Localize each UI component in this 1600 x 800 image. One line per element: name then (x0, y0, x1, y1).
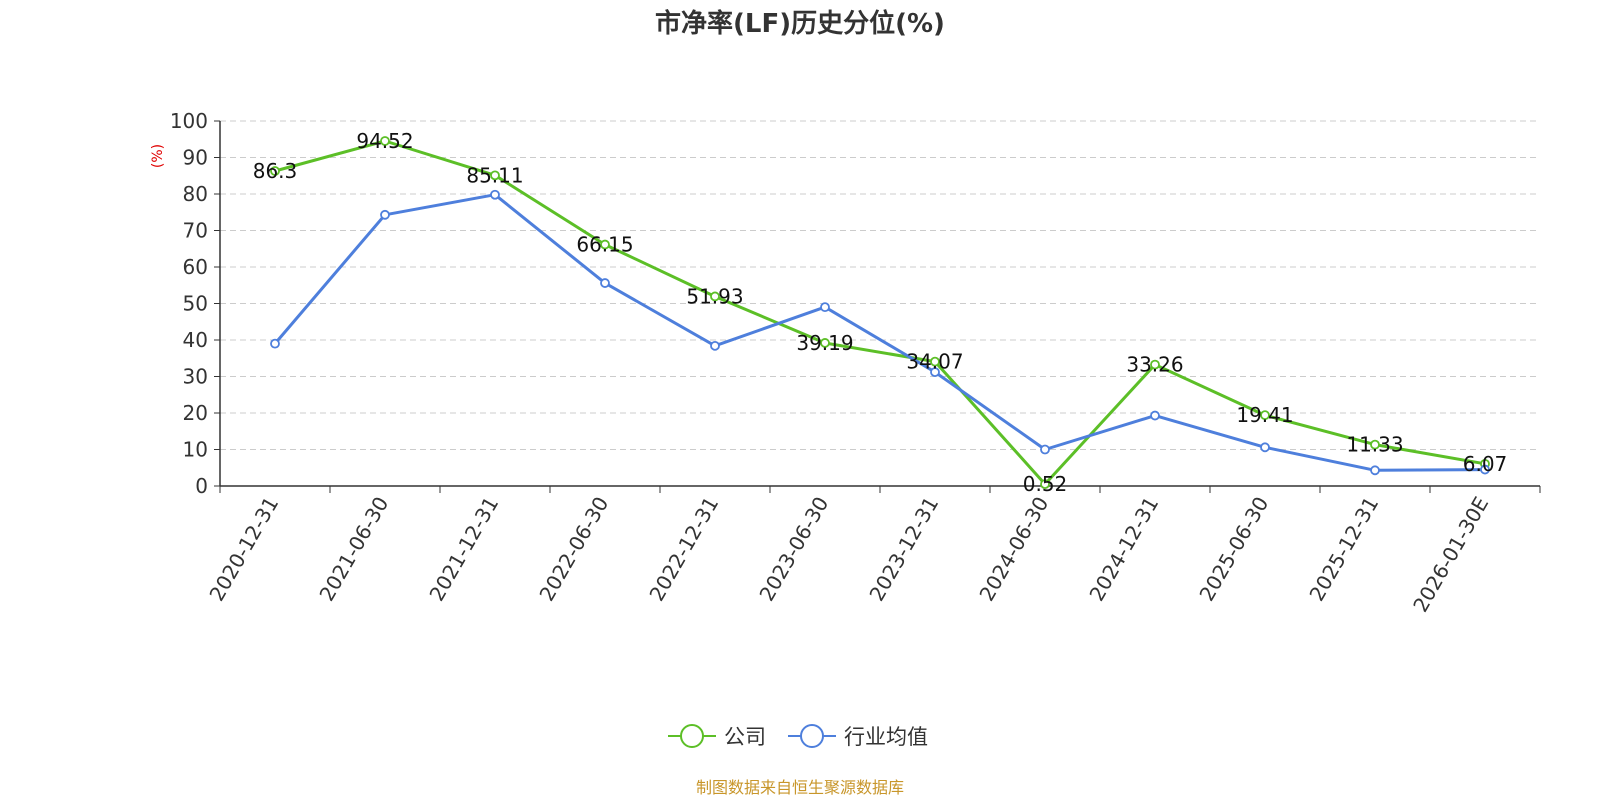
data-point[interactable] (710, 291, 720, 302)
data-point[interactable] (1260, 442, 1270, 453)
x-tick-label: 2025-06-30 (1194, 493, 1273, 606)
data-labels: 86.3 94.52 85.11 66.15 51.93 39.19 34.07 0.52 33… (253, 129, 1508, 496)
x-tick-label: 2025-12-31 (1304, 493, 1383, 606)
data-point[interactable] (1370, 465, 1380, 476)
x-tick-label: 2022-06-30 (534, 493, 613, 606)
legend-swatch-marker (800, 724, 824, 748)
y-tick-label: 10 (183, 438, 208, 462)
legend-item[interactable]: 行业均值 (788, 724, 928, 749)
data-point[interactable] (1040, 444, 1050, 455)
data-point[interactable] (490, 189, 500, 200)
data-point[interactable] (270, 338, 280, 349)
y-axis-unit: (%) (150, 144, 166, 168)
data-label: 11.33 (1346, 433, 1403, 457)
data-label: 19.41 (1236, 403, 1293, 427)
series-layer (270, 136, 1490, 490)
x-tick-label: 2021-06-30 (314, 493, 393, 606)
data-label: 34.07 (906, 350, 963, 374)
data-label: 51.93 (686, 284, 743, 308)
y-tick-label: 70 (183, 219, 208, 243)
legend-label: 行业均值 (844, 725, 928, 749)
y-tick-label: 60 (183, 255, 208, 279)
y-tick-label: 0 (195, 474, 208, 498)
data-point[interactable] (820, 302, 830, 313)
data-point[interactable] (380, 136, 390, 146)
grid-lines (220, 120, 1540, 450)
data-label: 33.26 (1126, 353, 1183, 377)
data-point[interactable] (820, 338, 830, 348)
x-tick-label: 2023-12-31 (864, 493, 943, 606)
legend-swatch-marker (680, 724, 704, 748)
y-tick-label: 90 (183, 146, 208, 170)
data-point[interactable] (600, 239, 610, 250)
y-tick-label: 80 (183, 182, 208, 206)
data-point[interactable] (1480, 464, 1490, 475)
data-point[interactable] (1150, 410, 1160, 421)
data-point[interactable] (1150, 359, 1160, 370)
x-tick-label: 2026-01-30E (1408, 493, 1493, 617)
series-line (274, 139, 1486, 486)
data-point[interactable] (490, 170, 500, 181)
data-point[interactable] (380, 209, 390, 220)
data-label: 66.15 (576, 233, 633, 257)
data-point[interactable] (1370, 439, 1380, 450)
data-point[interactable] (1040, 479, 1050, 490)
data-point[interactable] (270, 166, 280, 176)
series-1 (270, 136, 1490, 490)
data-point[interactable] (1260, 410, 1270, 421)
x-tick-label: 2021-12-31 (424, 493, 503, 606)
source-note: 制图数据来自恒生聚源数据库 (696, 778, 904, 797)
y-tick-label: 20 (183, 401, 208, 425)
series-line (273, 193, 1486, 472)
legend-item[interactable]: 公司 (668, 724, 766, 749)
y-tick-label: 40 (183, 328, 208, 352)
x-tick-label: 2024-06-30 (974, 493, 1053, 606)
data-label: 94.52 (356, 129, 413, 153)
data-label: 39.19 (796, 331, 853, 355)
y-tick-label: 50 (183, 292, 208, 316)
y-axis-ticks: 0 10 20 30 40 50 60 70 80 90 100 (170, 109, 220, 498)
data-label: 0.52 (1023, 472, 1068, 496)
y-tick-label: 30 (183, 365, 208, 389)
chart-title: 市净率(LF)历史分位(%) (655, 8, 945, 39)
series-2 (270, 189, 1490, 476)
x-tick-label: 2020-12-31 (204, 493, 283, 606)
data-point[interactable] (710, 340, 720, 351)
x-tick-label: 2023-06-30 (754, 493, 833, 606)
x-tick-label: 2022-12-31 (644, 493, 723, 606)
data-point[interactable] (930, 367, 940, 378)
x-tick-label: 2024-12-31 (1084, 493, 1163, 606)
x-axis-ticks: 2020-12-31 2021-06-30 2021-12-31 2022-06-30… (204, 486, 1541, 617)
y-tick-label: 100 (170, 109, 208, 133)
data-point[interactable] (930, 356, 940, 367)
data-point[interactable] (600, 278, 610, 288)
data-label: 85.11 (466, 163, 523, 187)
data-label: 6.07 (1463, 452, 1508, 476)
data-label: 86.3 (253, 159, 298, 183)
legend[interactable]: 公司 行业均值 (668, 724, 928, 749)
legend-label: 公司 (724, 725, 766, 749)
